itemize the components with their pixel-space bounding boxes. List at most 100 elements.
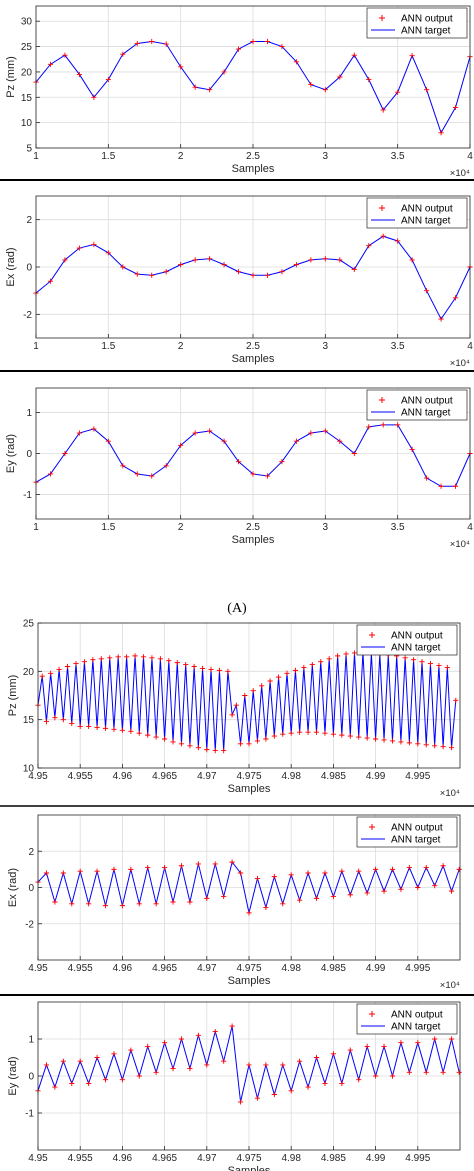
x-tick-label: 4.965 [152, 1153, 177, 1164]
data-point-ann-output [199, 665, 206, 672]
data-point-ann-output [410, 657, 417, 663]
y-axis-label: Pz (mm) [5, 56, 17, 98]
data-point-ann-output [406, 740, 412, 746]
x-tick-label: 4.99 [366, 963, 386, 974]
data-point-ann-output [424, 475, 430, 481]
data-point-ann-output [153, 734, 159, 740]
data-point-ann-output [221, 69, 227, 75]
data-point-ann-output [305, 729, 311, 735]
data-point-ann-output [305, 1084, 311, 1090]
data-point-ann-output [140, 654, 147, 660]
x-tick-label: 4.97 [197, 771, 217, 782]
data-point-ann-output [322, 730, 328, 736]
x-tick-label: 4.955 [68, 963, 93, 974]
x-tick-label: 4.99 [366, 1153, 386, 1164]
data-point-ann-output [308, 430, 314, 436]
data-point-ann-output [178, 262, 184, 268]
data-point-ann-output [128, 728, 134, 734]
legend-box [356, 624, 458, 656]
chart-panel: 4.95 4.955 4.96 4.965 4.97 4.975 4.98 4.985 4.99… [7, 1001, 462, 1171]
data-point-ann-output [170, 899, 176, 905]
data-point-ann-output [456, 1069, 462, 1075]
x-tick-label: 1 [33, 341, 39, 352]
y-tick-label: -2 [23, 310, 32, 321]
data-point-ann-output [86, 723, 92, 730]
data-point-ann-output [60, 870, 66, 876]
data-point-ann-output [162, 864, 168, 871]
data-point-ann-output [128, 866, 134, 872]
data-point-ann-output [76, 430, 82, 436]
data-point-ann-output [250, 688, 256, 694]
chart-panel: 4.95 4.955 4.96 4.965 4.97 4.975 4.98 4.985 4.99… [7, 814, 462, 991]
x-tick-label: 2 [178, 522, 184, 533]
data-point-ann-output [225, 668, 231, 674]
data-point-ann-output [432, 743, 438, 749]
x-tick-label: 4.96 [113, 963, 133, 974]
data-point-ann-output [436, 662, 442, 669]
data-point-ann-output [94, 724, 100, 730]
data-point-ann-output [264, 473, 271, 479]
data-point-ann-output [448, 1036, 455, 1042]
data-point-ann-output [76, 245, 82, 251]
chart-panel: 1 1.5 2 2.5 3 3.5 4 -2 0 2 Samples Ex (rad) ×10⁴ ANN … [5, 195, 473, 369]
data-point-ann-output [69, 720, 75, 727]
data-point-ann-output [119, 1077, 125, 1083]
data-point-ann-output [364, 735, 370, 741]
data-point-ann-output [398, 886, 404, 892]
data-point-ann-output [263, 736, 269, 742]
data-point-ann-output [120, 51, 126, 57]
data-point-ann-output [212, 861, 218, 867]
x-tick-label: 1 [33, 151, 39, 162]
data-point-ann-output [136, 1073, 142, 1079]
x-tick-label: 4.955 [68, 1153, 93, 1164]
data-point-ann-output [308, 257, 314, 263]
data-point-ann-output [330, 731, 336, 737]
data-point-ann-output [395, 422, 401, 428]
legend-marker-ann-output [379, 15, 385, 21]
y-tick-label: 15 [21, 93, 33, 104]
data-point-ann-output [444, 664, 450, 671]
x-tick-label: 4 [467, 151, 473, 162]
data-point-ann-output [381, 1043, 387, 1049]
legend-label-ann-target: ANN target [391, 643, 441, 654]
data-point-ann-output [305, 870, 311, 876]
data-point-ann-output [389, 1073, 396, 1079]
data-point-ann-output [264, 38, 271, 45]
x-tick-label: 4.985 [321, 963, 346, 974]
y-tick-label: 2 [26, 215, 32, 226]
data-point-ann-output [246, 910, 252, 916]
data-point-ann-output [389, 738, 396, 744]
x-axis-label: Samples [228, 1165, 271, 1171]
data-point-ann-output [120, 264, 126, 270]
data-point-ann-output [195, 1032, 201, 1038]
data-point-ann-output [250, 272, 256, 278]
y-tick-label: -1 [23, 490, 32, 501]
data-point-ann-output [134, 271, 140, 277]
legend-label-ann-output: ANN output [401, 396, 453, 407]
data-point-ann-output [149, 38, 155, 45]
chart-panel: 1 1.5 2 2.5 3 3.5 4 5 10 15 20 25 30 Samples Pz (mm) ×1… [5, 5, 473, 179]
data-point-ann-output [309, 661, 315, 668]
x-tick-label: 3 [323, 522, 329, 533]
data-point-ann-output [280, 901, 286, 907]
data-point-ann-output [105, 76, 111, 83]
data-point-ann-output [271, 733, 277, 739]
data-point-ann-output [288, 872, 294, 878]
data-point-ann-output [254, 738, 261, 744]
x-axis-label: Samples [232, 534, 275, 546]
data-point-ann-output [145, 864, 151, 871]
x-tick-label: 4.98 [281, 1153, 301, 1164]
data-point-ann-output [308, 82, 314, 88]
data-point-ann-output [395, 238, 401, 244]
chart-panel: 1 1.5 2 2.5 3 3.5 4 -1 0 1 Samples Ey (rad) ×10⁴ ANN … [5, 387, 473, 550]
data-point-ann-output [322, 428, 328, 434]
data-point-ann-output [43, 719, 50, 725]
data-point-ann-output [62, 450, 68, 457]
data-point-ann-output [187, 1066, 193, 1072]
data-point-ann-output [409, 446, 415, 453]
data-point-ann-output [326, 656, 332, 662]
data-point-ann-output [91, 426, 97, 432]
data-point-ann-output [170, 739, 176, 745]
